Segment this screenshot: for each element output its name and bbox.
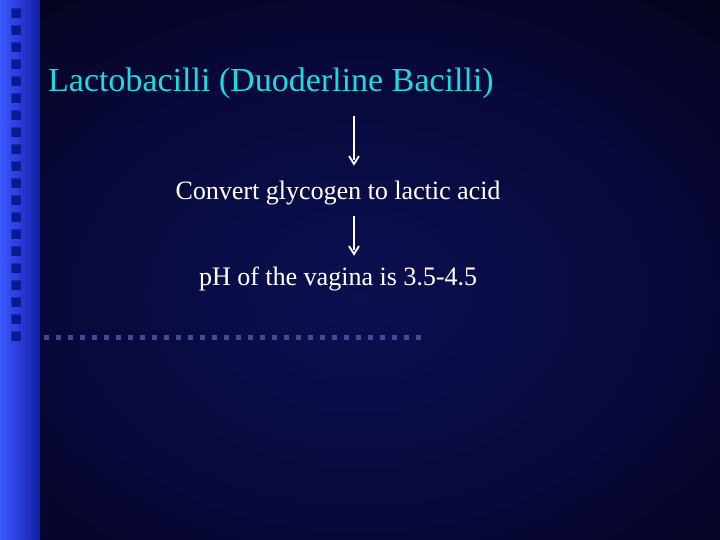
decor-square <box>236 335 241 340</box>
decor-square <box>11 331 21 341</box>
decor-square <box>380 335 385 340</box>
decor-square <box>248 335 253 340</box>
body-text-step2: pH of the vagina is 3.5-4.5 <box>0 262 698 292</box>
decor-square <box>404 335 409 340</box>
decor-square <box>368 335 373 340</box>
decor-square <box>80 335 85 340</box>
decor-square <box>68 335 73 340</box>
decor-square <box>56 335 61 340</box>
arrow-down-icon <box>346 114 362 170</box>
decor-square <box>356 335 361 340</box>
decor-square <box>284 335 289 340</box>
decor-square <box>11 212 21 222</box>
decor-square <box>104 335 109 340</box>
decor-square <box>44 335 49 340</box>
decor-square <box>296 335 301 340</box>
decor-square <box>11 144 21 154</box>
decor-square <box>272 335 277 340</box>
decor-square <box>11 297 21 307</box>
decor-square <box>92 335 97 340</box>
decor-square <box>308 335 313 340</box>
decor-square <box>344 335 349 340</box>
decor-square <box>11 110 21 120</box>
decor-square <box>392 335 397 340</box>
decor-square <box>11 42 21 52</box>
decor-square <box>140 335 145 340</box>
decor-square <box>116 335 121 340</box>
decor-square <box>11 127 21 137</box>
decor-square <box>152 335 157 340</box>
decor-square <box>188 335 193 340</box>
decor-square <box>320 335 325 340</box>
decor-square <box>212 335 217 340</box>
decor-square <box>11 161 21 171</box>
decor-square <box>11 246 21 256</box>
decor-square <box>200 335 205 340</box>
arrow-down-icon <box>346 214 362 260</box>
decor-square <box>128 335 133 340</box>
slide-title: Lactobacilli (Duoderline Bacilli) <box>48 62 494 100</box>
decor-square <box>11 59 21 69</box>
decor-square <box>11 93 21 103</box>
decor-squares-horizontal <box>44 335 421 340</box>
slide-container: Lactobacilli (Duoderline Bacilli) Conver… <box>0 0 720 540</box>
decor-square <box>260 335 265 340</box>
decor-square <box>11 25 21 35</box>
decor-square <box>11 314 21 324</box>
body-text-step1: Convert glycogen to lactic acid <box>0 176 698 206</box>
decor-square <box>224 335 229 340</box>
decor-square <box>332 335 337 340</box>
decor-square <box>176 335 181 340</box>
decor-square <box>11 76 21 86</box>
decor-square <box>11 229 21 239</box>
decor-square <box>11 8 21 18</box>
decor-square <box>416 335 421 340</box>
decor-square <box>164 335 169 340</box>
